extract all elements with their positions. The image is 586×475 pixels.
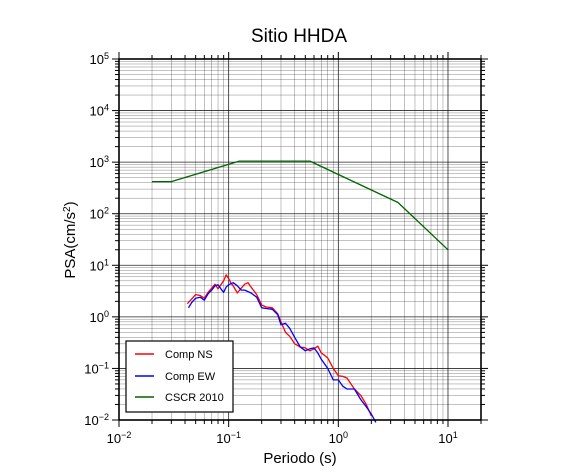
series-line-1 — [187, 282, 377, 423]
legend-label-ns: Comp NS — [165, 349, 213, 361]
y-tick-label: 100 — [90, 309, 109, 325]
y-axis-label-sup: 2 — [62, 206, 73, 212]
y-axis-label-main: PSA(cm/s — [62, 212, 79, 279]
y-axis-label: PSA(cm/s2) — [62, 201, 80, 278]
x-tick-label-base: 10 — [329, 431, 343, 446]
y-tick-label-exp: 1 — [104, 257, 109, 267]
x-tick-label-exp: 0 — [343, 430, 348, 440]
y-axis-label-close: ) — [62, 201, 79, 206]
x-tick-label-base: 10 — [216, 431, 230, 446]
x-tick-label-base: 10 — [438, 431, 452, 446]
chart-title: Sitio HHDA — [251, 26, 347, 47]
series-layer — [152, 160, 449, 423]
y-tick-label: 102 — [90, 206, 109, 222]
y-tick-label-base: 10 — [90, 155, 104, 170]
x-tick-label-exp: 1 — [453, 430, 458, 440]
plot-frame — [118, 58, 482, 421]
x-tick-label: 10−1 — [216, 430, 241, 446]
series-line-2 — [152, 160, 449, 251]
y-tick-label: 104 — [90, 103, 109, 119]
y-tick-label-exp: −2 — [99, 412, 109, 422]
y-tick-label-base: 10 — [90, 52, 104, 67]
y-tick-label: 10−2 — [84, 412, 109, 428]
y-tick-label-base: 10 — [90, 310, 104, 325]
y-tick-label: 103 — [90, 154, 109, 170]
x-tick-label: 10−2 — [107, 430, 132, 446]
x-tick-label-exp: −2 — [121, 430, 131, 440]
x-tick-label: 100 — [329, 430, 348, 446]
y-tick-label-base: 10 — [84, 361, 98, 376]
x-axis-label: Periodo (s) — [263, 450, 336, 467]
y-tick-label-exp: 2 — [104, 206, 109, 216]
x-tick-label-base: 10 — [107, 431, 121, 446]
y-tick-label-base: 10 — [90, 258, 104, 273]
y-tick-label-exp: 4 — [104, 103, 109, 113]
y-tick-label-exp: 0 — [104, 309, 109, 319]
legend-label-ew: Comp EW — [165, 371, 216, 383]
y-tick-label: 10−1 — [84, 360, 109, 376]
x-tick-labels: 10−2 10−1 100 101 — [107, 430, 458, 446]
legend: Comp NS Comp EW CSCR 2010 — [125, 340, 234, 413]
legend-label-cscr: CSCR 2010 — [165, 392, 224, 404]
x-tick-label: 101 — [438, 430, 457, 446]
y-tick-label-exp: 5 — [104, 51, 109, 61]
y-tick-label: 101 — [90, 257, 109, 273]
y-tick-label-exp: −1 — [99, 360, 109, 370]
y-tick-label-exp: 3 — [104, 154, 109, 164]
y-tick-label: 105 — [90, 51, 109, 67]
y-tick-label-base: 10 — [90, 207, 104, 222]
x-tick-label-exp: −1 — [231, 430, 241, 440]
y-tick-label-base: 10 — [84, 413, 98, 428]
y-tick-label-base: 10 — [90, 104, 104, 119]
